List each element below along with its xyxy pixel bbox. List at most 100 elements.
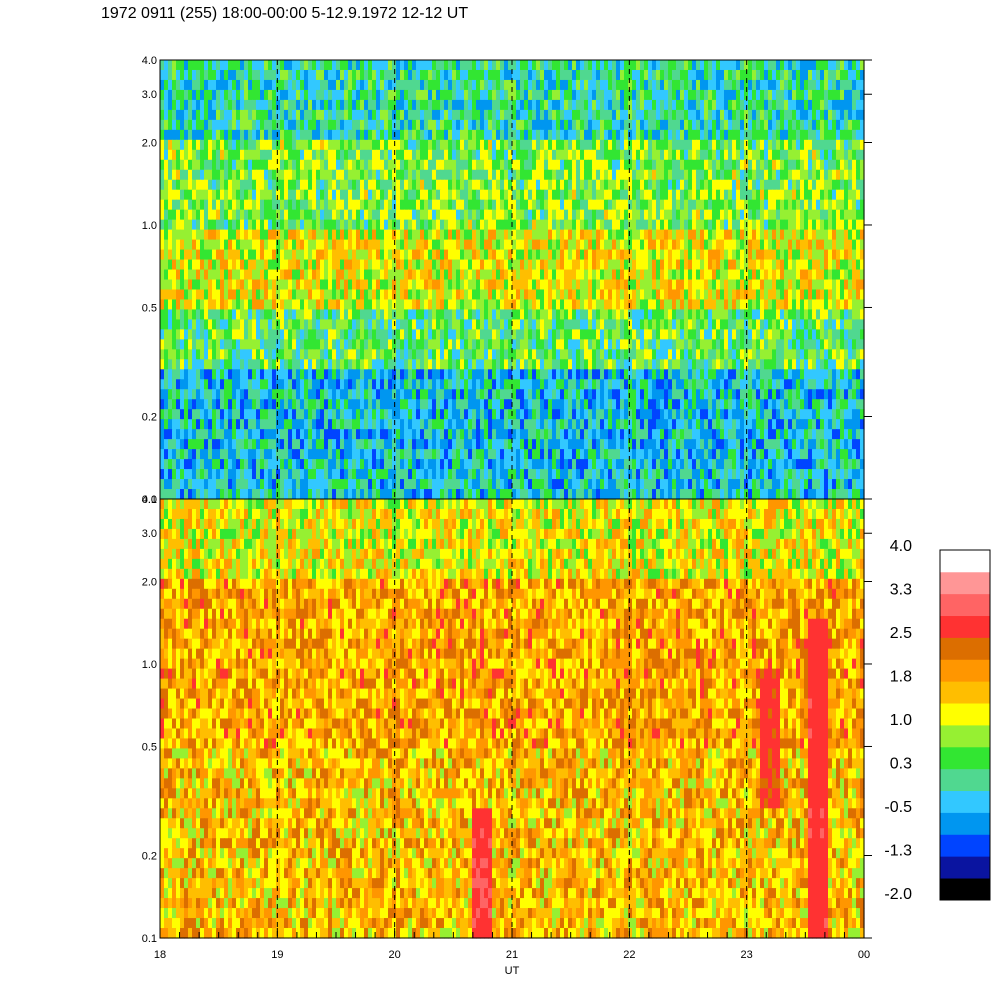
heatmap-cell: [568, 219, 573, 231]
heatmap-cell: [340, 69, 345, 81]
heatmap-cell: [804, 89, 809, 101]
heatmap-cell: [856, 109, 861, 121]
heatmap-cell: [212, 269, 217, 281]
heatmap-cell: [352, 79, 357, 91]
heatmap-cell: [716, 229, 721, 241]
heatmap-cell: [388, 209, 393, 221]
heatmap-cell: [508, 89, 513, 101]
heatmap-cell: [688, 289, 693, 301]
heatmap-cell: [272, 119, 277, 131]
heatmap-cell: [492, 299, 497, 311]
heatmap-cell: [784, 299, 789, 311]
heatmap-cell: [660, 179, 665, 191]
heatmap-cell: [188, 259, 193, 271]
heatmap-cell: [344, 159, 349, 171]
heatmap-cell: [180, 189, 185, 201]
heatmap-cell: [360, 179, 365, 191]
heatmap-cell: [664, 279, 669, 291]
heatmap-cell: [188, 289, 193, 301]
heatmap-cell: [212, 179, 217, 191]
heatmap-cell: [344, 69, 349, 81]
heatmap-cell: [372, 119, 377, 131]
heatmap-cell: [692, 259, 697, 271]
heatmap-cell: [308, 159, 313, 171]
heatmap-cell: [396, 309, 401, 321]
heatmap-cell: [768, 69, 773, 81]
heatmap-cell: [292, 189, 297, 201]
heatmap-cell: [808, 159, 813, 171]
heatmap-cell: [720, 199, 725, 211]
heatmap-cell: [576, 319, 581, 330]
heatmap-cell: [860, 79, 865, 91]
heatmap-cell: [732, 229, 737, 241]
heatmap-cell: [468, 299, 473, 311]
heatmap-cell: [808, 299, 813, 311]
heatmap-cell: [840, 99, 845, 111]
heatmap-cell: [400, 339, 405, 350]
heatmap-cell: [476, 69, 481, 81]
heatmap-cell: [444, 109, 449, 121]
heatmap-cell: [552, 119, 557, 131]
heatmap-cell: [588, 249, 593, 261]
heatmap-cell: [616, 99, 621, 111]
heatmap-cell: [776, 69, 781, 81]
heatmap-cell: [208, 189, 213, 201]
heatmap-cell: [728, 239, 733, 251]
heatmap-cell: [784, 179, 789, 191]
heatmap-cell: [692, 79, 697, 91]
heatmap-cell: [848, 129, 853, 141]
heatmap-cell: [588, 179, 593, 191]
heatmap-cell: [232, 329, 237, 340]
heatmap-cell: [164, 279, 169, 291]
heatmap-cell: [760, 329, 765, 340]
heatmap-cell: [328, 289, 333, 301]
heatmap-cell: [588, 279, 593, 291]
heatmap-cell: [508, 319, 513, 330]
heatmap-cell: [404, 299, 409, 311]
heatmap-cell: [444, 209, 449, 221]
heatmap-cell: [492, 289, 497, 301]
heatmap-cell: [732, 139, 737, 151]
heatmap-cell: [188, 60, 193, 71]
heatmap-cell: [488, 199, 493, 211]
heatmap-cell: [800, 69, 805, 81]
heatmap-cell: [424, 149, 429, 161]
heatmap-cell: [200, 149, 205, 161]
heatmap-cell: [460, 259, 465, 271]
heatmap-cell: [684, 299, 689, 311]
heatmap-cell: [392, 259, 397, 271]
heatmap-cell: [384, 209, 389, 221]
heatmap-cell: [584, 119, 589, 131]
heatmap-cell: [256, 339, 261, 350]
heatmap-cell: [296, 199, 301, 211]
heatmap-cell: [536, 259, 541, 271]
heatmap-cell: [412, 189, 417, 201]
heatmap-cell: [736, 159, 741, 171]
heatmap-cell: [716, 69, 721, 81]
heatmap-cell: [272, 99, 277, 111]
heatmap-cell: [696, 159, 701, 171]
heatmap-cell: [548, 159, 553, 171]
heatmap-cell: [760, 279, 765, 291]
heatmap-cell: [472, 159, 477, 171]
heatmap-cell: [680, 119, 685, 131]
heatmap-cell: [664, 119, 669, 131]
heatmap-cell: [500, 159, 505, 171]
heatmap-cell: [808, 329, 813, 340]
heatmap-cell: [708, 329, 713, 340]
heatmap-cell: [688, 79, 693, 91]
heatmap-cell: [464, 219, 469, 231]
heatmap-cell: [632, 109, 637, 121]
heatmap-cell: [732, 119, 737, 131]
heatmap-cell: [428, 249, 433, 261]
heatmap-cell: [180, 139, 185, 151]
heatmap-cell: [632, 219, 637, 231]
heatmap-cell: [624, 289, 629, 301]
heatmap-cell: [260, 219, 265, 231]
heatmap-cell: [824, 329, 829, 340]
heatmap-cell: [828, 219, 833, 231]
heatmap-cell: [780, 179, 785, 191]
heatmap-cell: [744, 179, 749, 191]
heatmap-cell: [432, 60, 437, 71]
heatmap-cell: [496, 299, 501, 311]
